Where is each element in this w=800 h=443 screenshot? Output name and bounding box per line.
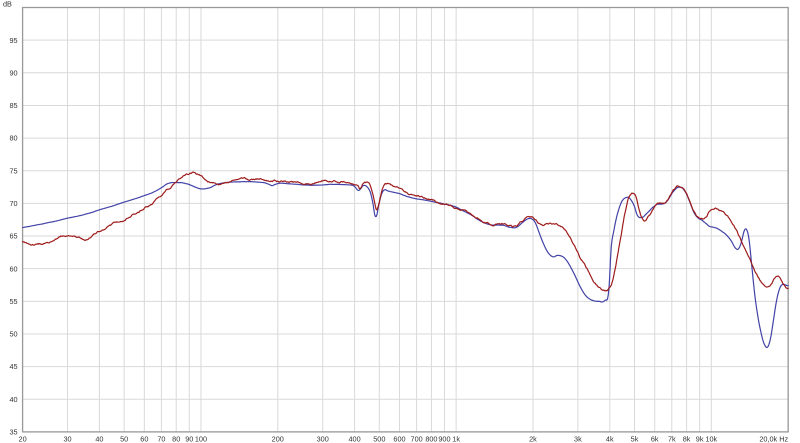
- svg-text:7k: 7k: [668, 434, 676, 443]
- svg-text:95: 95: [9, 36, 17, 45]
- svg-text:90: 90: [9, 68, 17, 77]
- svg-text:65: 65: [9, 232, 17, 241]
- svg-text:20: 20: [19, 434, 27, 443]
- svg-text:200: 200: [272, 434, 284, 443]
- svg-text:300: 300: [317, 434, 329, 443]
- svg-text:900: 900: [438, 434, 450, 443]
- svg-text:40: 40: [95, 434, 103, 443]
- svg-text:9k: 9k: [696, 434, 704, 443]
- svg-text:5k: 5k: [631, 434, 639, 443]
- svg-text:600: 600: [393, 434, 405, 443]
- svg-text:40: 40: [9, 395, 17, 404]
- svg-text:1k: 1k: [452, 434, 460, 443]
- svg-text:50: 50: [9, 330, 17, 339]
- svg-text:60: 60: [140, 434, 148, 443]
- svg-text:55: 55: [9, 297, 17, 306]
- svg-text:400: 400: [348, 434, 360, 443]
- svg-text:500: 500: [373, 434, 385, 443]
- svg-text:45: 45: [9, 362, 17, 371]
- svg-text:100: 100: [195, 434, 207, 443]
- svg-text:80: 80: [9, 134, 17, 143]
- svg-text:60: 60: [9, 264, 17, 273]
- svg-text:4k: 4k: [606, 434, 614, 443]
- svg-text:80: 80: [172, 434, 180, 443]
- svg-text:8k: 8k: [683, 434, 691, 443]
- svg-text:2k: 2k: [529, 434, 537, 443]
- svg-text:90: 90: [185, 434, 193, 443]
- svg-text:dB: dB: [3, 0, 12, 9]
- svg-text:70: 70: [9, 199, 17, 208]
- svg-text:75: 75: [9, 166, 17, 175]
- svg-text:6k: 6k: [651, 434, 659, 443]
- svg-text:85: 85: [9, 101, 17, 110]
- svg-text:800: 800: [425, 434, 437, 443]
- svg-text:35: 35: [9, 428, 17, 437]
- svg-text:70: 70: [157, 434, 165, 443]
- svg-text:700: 700: [411, 434, 423, 443]
- svg-text:30: 30: [63, 434, 71, 443]
- svg-text:10k: 10k: [705, 434, 717, 443]
- svg-text:20,0k Hz: 20,0k Hz: [759, 434, 788, 443]
- svg-text:50: 50: [120, 434, 128, 443]
- svg-text:3k: 3k: [574, 434, 582, 443]
